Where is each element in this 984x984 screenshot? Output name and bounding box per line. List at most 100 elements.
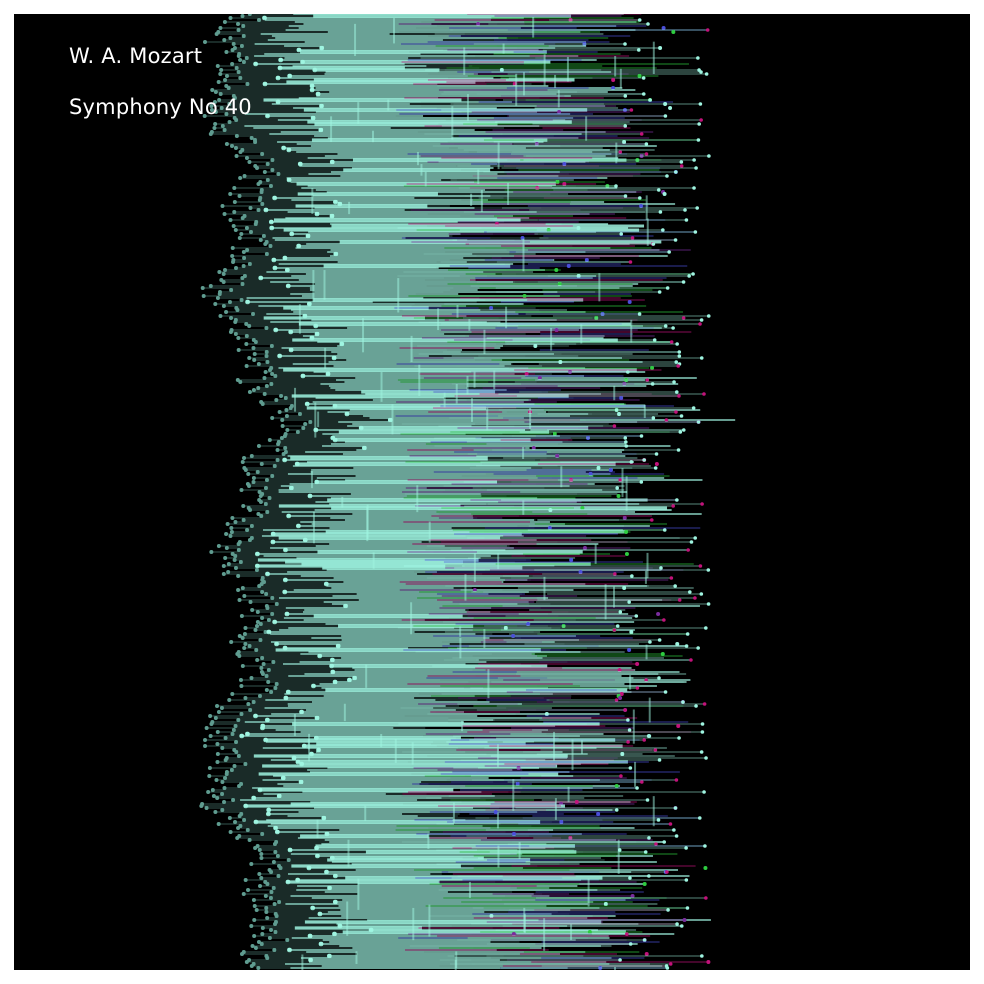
note-dot: [302, 537, 308, 543]
note-dot: [630, 574, 634, 578]
note-dot: [268, 219, 274, 225]
note-dot: [618, 610, 623, 614]
note-dot: [228, 534, 233, 538]
note-dot: [267, 936, 272, 940]
note-dot: [258, 494, 263, 498]
note-dot: [283, 547, 288, 553]
note-dot: [271, 860, 276, 864]
note-dot: [262, 15, 267, 21]
note-dot: [239, 684, 244, 688]
note-dot: [264, 326, 269, 330]
note-dot: [635, 686, 640, 690]
note-dot: [210, 88, 215, 92]
note-dot: [662, 618, 666, 622]
note-visualization: [199, 14, 736, 970]
note-dot: [614, 784, 619, 788]
note-dot: [282, 434, 287, 438]
note-dot: [566, 264, 571, 268]
note-dot: [639, 434, 644, 438]
note-dot: [635, 662, 640, 666]
note-dot: [230, 254, 235, 258]
note-dot: [612, 424, 617, 428]
note-dot: [267, 438, 272, 442]
note-dot: [239, 712, 244, 716]
note-dot: [234, 66, 239, 70]
note-dot: [271, 660, 276, 664]
note-dot: [315, 853, 320, 859]
note-dot: [511, 634, 516, 638]
note-dot: [259, 462, 264, 466]
note-dot: [249, 862, 254, 866]
note-dot: [256, 966, 261, 970]
note-dot: [253, 140, 258, 144]
note-dot: [642, 938, 647, 942]
note-dot: [314, 845, 319, 851]
note-dot: [247, 356, 252, 360]
note-dot: [269, 344, 274, 348]
note-dot: [236, 754, 241, 758]
note-dot: [281, 145, 287, 151]
note-dot: [238, 678, 243, 682]
note-dot: [248, 206, 253, 210]
note-dot: [318, 127, 324, 133]
note-dot: [234, 750, 239, 754]
note-dot: [637, 312, 642, 316]
note-dot: [224, 310, 229, 314]
note-dot: [240, 664, 245, 668]
note-dot: [533, 344, 538, 348]
composer-title: W. A. Mozart: [69, 44, 203, 68]
note-dot: [263, 370, 268, 374]
note-dot: [243, 468, 248, 472]
note-dot: [265, 916, 270, 920]
note-dot: [623, 42, 627, 46]
note-dot: [229, 288, 234, 292]
note-dot: [684, 218, 689, 222]
note-dot: [289, 231, 295, 237]
note-dot: [637, 18, 642, 22]
note-dot: [696, 420, 701, 424]
note-dot: [300, 373, 306, 379]
note-dot: [259, 856, 264, 860]
note-dot: [231, 42, 236, 46]
note-dot: [226, 562, 231, 566]
note-dot: [625, 932, 629, 936]
note-dot: [246, 702, 251, 706]
note-dot: [672, 380, 676, 384]
note-dot: [652, 338, 657, 342]
note-dot: [657, 676, 661, 680]
note-dot: [277, 900, 282, 904]
note-dot: [626, 740, 630, 744]
note-dot: [671, 30, 676, 34]
note-dot: [689, 540, 694, 544]
note-dot: [694, 166, 698, 170]
note-dot: [312, 67, 318, 73]
note-dot: [698, 322, 702, 326]
note-dot: [555, 454, 560, 458]
note-dot: [268, 368, 273, 372]
note-dot: [258, 275, 264, 281]
note-dot: [206, 790, 211, 794]
note-dot: [230, 144, 235, 148]
note-dot: [217, 292, 222, 296]
note-dot: [254, 568, 259, 572]
note-dot: [245, 731, 250, 737]
note-dot: [279, 436, 284, 440]
note-dot: [317, 911, 323, 917]
note-dot: [559, 820, 564, 824]
note-dot: [329, 657, 335, 663]
note-dot: [654, 842, 658, 846]
note-dot: [692, 158, 696, 162]
note-dot: [233, 520, 238, 524]
note-dot: [310, 115, 316, 121]
note-dot: [679, 164, 684, 168]
note-dot: [274, 602, 279, 606]
note-dot: [223, 736, 228, 740]
note-dot: [230, 62, 235, 66]
note-dot: [700, 954, 704, 958]
note-dot: [531, 446, 536, 450]
note-dot: [236, 588, 241, 592]
note-dot: [648, 640, 652, 644]
note-dot: [317, 653, 323, 659]
note-dot: [269, 690, 274, 694]
note-dot: [562, 162, 567, 166]
